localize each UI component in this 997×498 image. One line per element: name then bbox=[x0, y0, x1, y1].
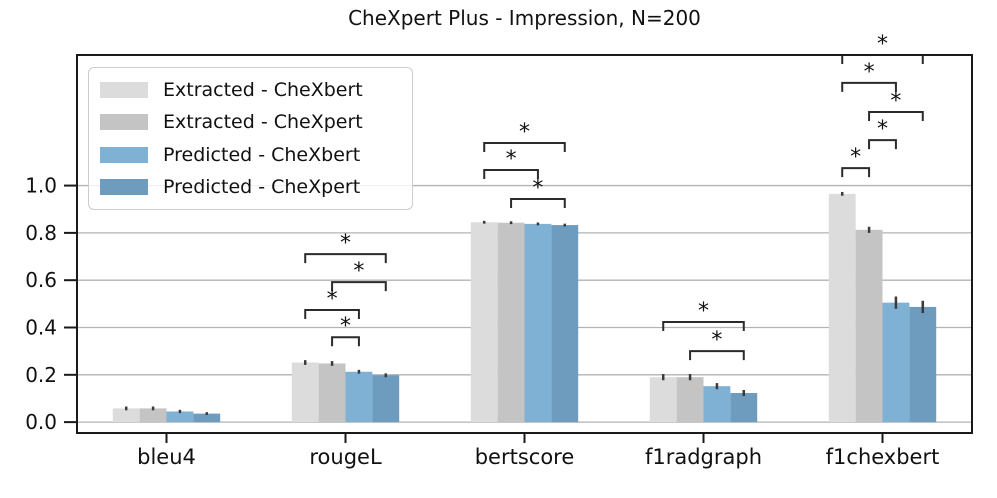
bar bbox=[112, 408, 140, 423]
legend-swatch bbox=[100, 146, 148, 163]
bar bbox=[551, 225, 579, 423]
significance-star: * bbox=[327, 287, 338, 312]
legend-item: Predicted - CheXpert bbox=[89, 172, 412, 202]
significance-bracket bbox=[304, 253, 387, 264]
chart-title: CheXpert Plus - Impression, N=200 bbox=[348, 6, 701, 30]
significance-bracket bbox=[331, 336, 360, 347]
axes-frame bbox=[76, 54, 973, 434]
significance-star: * bbox=[877, 32, 888, 57]
legend-item: Extracted - CheXpert bbox=[89, 107, 412, 137]
y-tick-label: 0.4 bbox=[25, 316, 57, 340]
significance-bracket bbox=[689, 350, 745, 361]
bar bbox=[524, 223, 552, 423]
legend-item: Predicted - CheXbert bbox=[89, 140, 412, 170]
significance-star: * bbox=[353, 259, 364, 284]
significance-star: * bbox=[340, 231, 351, 256]
bar bbox=[497, 222, 525, 423]
y-tick-label: 0.8 bbox=[25, 221, 57, 245]
bar bbox=[345, 371, 373, 423]
legend-swatch bbox=[100, 114, 148, 131]
bar bbox=[470, 222, 498, 423]
bar bbox=[703, 386, 731, 423]
bar bbox=[828, 193, 856, 423]
x-tick-label: f1radgraph bbox=[645, 445, 762, 469]
significance-star: * bbox=[864, 60, 875, 85]
legend-label: Extracted - CheXbert bbox=[163, 79, 363, 102]
bar bbox=[193, 413, 221, 423]
bar bbox=[372, 375, 400, 423]
significance-star: * bbox=[340, 314, 351, 339]
bar bbox=[909, 306, 937, 423]
legend-swatch bbox=[100, 82, 148, 99]
significance-bracket bbox=[510, 198, 566, 209]
legend-label: Predicted - CheXbert bbox=[163, 143, 361, 166]
y-tick-label: 0.6 bbox=[25, 268, 57, 292]
legend-label: Extracted - CheXpert bbox=[163, 111, 363, 134]
legend-label: Predicted - CheXpert bbox=[163, 175, 361, 198]
significance-bracket bbox=[841, 81, 897, 92]
significance-star: * bbox=[698, 299, 709, 324]
y-tick-label: 1.0 bbox=[25, 174, 57, 198]
bar bbox=[291, 362, 319, 423]
significance-bracket bbox=[483, 168, 539, 179]
bar bbox=[882, 302, 910, 423]
legend: Extracted - CheXbert Extracted - CheXper… bbox=[88, 67, 413, 210]
bar bbox=[855, 229, 883, 423]
x-tick-label: f1chexbert bbox=[826, 445, 940, 469]
significance-star: * bbox=[890, 89, 901, 114]
y-tick-label: 0.0 bbox=[25, 410, 57, 434]
significance-star: * bbox=[506, 147, 517, 172]
bar bbox=[649, 377, 677, 423]
legend-item: Extracted - CheXbert bbox=[89, 75, 412, 105]
x-tick-label: bertscore bbox=[475, 445, 575, 469]
significance-star: * bbox=[519, 120, 530, 145]
significance-bracket bbox=[483, 141, 566, 152]
significance-bracket bbox=[868, 111, 924, 122]
significance-star: * bbox=[877, 117, 888, 142]
significance-bracket bbox=[331, 281, 387, 292]
bar bbox=[166, 411, 194, 423]
y-tick-label: 0.2 bbox=[25, 363, 57, 387]
significance-bracket bbox=[868, 139, 897, 150]
significance-bracket bbox=[841, 167, 871, 178]
significance-star: * bbox=[711, 328, 722, 353]
bar bbox=[318, 363, 346, 423]
significance-star: * bbox=[532, 176, 543, 201]
x-tick-label: rougeL bbox=[309, 445, 382, 469]
legend-swatch bbox=[100, 178, 148, 195]
significance-bracket bbox=[662, 321, 745, 332]
x-tick-label: bleu4 bbox=[137, 445, 196, 469]
significance-star: * bbox=[850, 145, 861, 170]
bar bbox=[676, 377, 704, 423]
significance-bracket bbox=[304, 308, 360, 319]
bar bbox=[139, 408, 167, 423]
bar bbox=[730, 393, 758, 423]
